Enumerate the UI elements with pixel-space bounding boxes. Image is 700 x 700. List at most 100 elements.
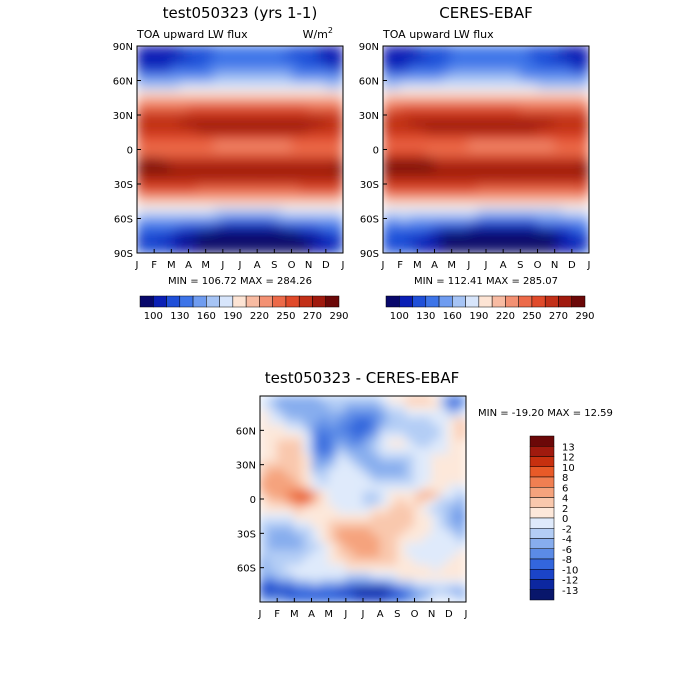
field-cell: [153, 156, 164, 165]
field-cell: [511, 222, 521, 232]
field-cell: [256, 46, 267, 54]
field-cell: [579, 178, 589, 187]
field-cell: [179, 60, 189, 69]
field-cell: [256, 75, 267, 84]
field-cell: [371, 424, 381, 434]
field-cell: [293, 498, 304, 507]
field-cell: [353, 572, 364, 581]
field-cell: [399, 119, 410, 128]
field-cell: [519, 222, 530, 232]
field-cell: [205, 134, 215, 143]
field-cell: [291, 104, 301, 114]
field-cell: [319, 439, 330, 448]
field-cell: [311, 513, 321, 522]
field-cell: [439, 402, 450, 412]
model-colorbar: 100 130 160 190 220 250 270 290: [139, 295, 349, 322]
field-cell: [519, 104, 530, 114]
field-cell: [353, 594, 364, 602]
field-cell: [311, 520, 321, 529]
field-cell: [336, 424, 347, 434]
y-tick-label: 30S: [237, 529, 256, 540]
x-tick-label: J: [341, 260, 345, 271]
field-cell: [230, 141, 241, 150]
x-tick-label: D: [445, 609, 453, 620]
field-cell: [353, 483, 364, 493]
field-cell: [459, 193, 470, 202]
field-cell: [311, 550, 321, 559]
field-cell: [459, 156, 470, 165]
field-cell: [188, 171, 198, 180]
field-cell: [448, 424, 458, 434]
field-cell: [459, 208, 470, 217]
field-cell: [345, 594, 355, 602]
colorbar-label: 290: [575, 311, 594, 322]
field-cell: [248, 208, 258, 217]
field-cell: [282, 230, 292, 239]
field-cell: [451, 67, 461, 77]
field-cell: [333, 60, 343, 69]
field-cell: [579, 46, 589, 54]
field-cell: [319, 520, 330, 529]
colorbar-label: 4: [562, 494, 568, 505]
field-cell: [293, 557, 304, 566]
field-cell: [319, 454, 330, 463]
field-cell: [379, 586, 390, 596]
field-cell: [405, 513, 415, 522]
field-cell: [137, 52, 147, 62]
field-cell: [468, 230, 478, 239]
field-cell: [282, 237, 292, 247]
field-cell: [451, 208, 461, 217]
field-cell: [388, 447, 398, 456]
field-cell: [230, 75, 241, 84]
field-cell: [260, 417, 270, 426]
field-cell: [545, 230, 556, 239]
field-cell: [265, 141, 275, 150]
field-cell: [414, 513, 424, 522]
field-cell: [276, 505, 287, 515]
field-cell: [222, 215, 232, 224]
field-cell: [222, 46, 232, 54]
field-cell: [230, 156, 241, 165]
field-cell: [273, 245, 284, 253]
field-cell: [502, 134, 513, 143]
field-cell: [405, 461, 415, 471]
field-cell: [408, 208, 418, 217]
field-cell: [537, 112, 547, 121]
field-cell: [379, 527, 390, 537]
field-cell: [282, 185, 292, 195]
field-cell: [353, 476, 364, 485]
field-cell: [425, 163, 435, 173]
field-cell: [431, 454, 441, 463]
field-cell: [545, 208, 556, 217]
field-cell: [230, 222, 241, 232]
field-cell: [399, 52, 410, 62]
field-cell: [468, 193, 478, 202]
field-cell: [485, 208, 496, 217]
field-cell: [396, 447, 407, 456]
field-cell: [328, 594, 338, 602]
field-cell: [502, 222, 513, 232]
field-cell: [153, 75, 164, 84]
field-cell: [336, 498, 347, 507]
x-tick-label: M: [290, 609, 299, 620]
field-cell: [425, 52, 435, 62]
field-cell: [456, 564, 466, 574]
field-cell: [353, 424, 364, 434]
field-cell: [248, 46, 258, 54]
field-cell: [213, 97, 224, 106]
field-cell: [379, 476, 390, 485]
field-cell: [205, 119, 215, 128]
field-cell: [273, 119, 284, 128]
field-cell: [137, 163, 147, 173]
field-cell: [451, 141, 461, 150]
field-cell: [476, 193, 487, 202]
field-cell: [434, 52, 444, 62]
field-cell: [196, 89, 207, 99]
field-cell: [494, 193, 504, 202]
field-cell: [268, 417, 278, 426]
field-cell: [260, 520, 270, 529]
field-cell: [299, 215, 310, 224]
field-cell: [485, 200, 496, 210]
field-cell: [239, 178, 250, 187]
field-cell: [299, 163, 310, 173]
